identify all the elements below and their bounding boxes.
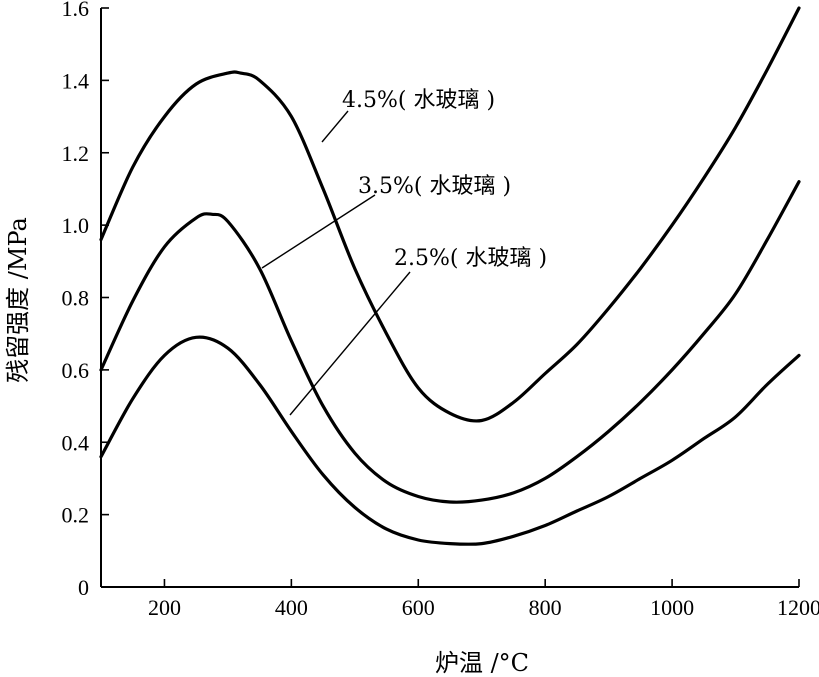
annotation-label-4-5: 4.5%( 水玻璃 ): [342, 88, 495, 113]
series-line-1: [99, 180, 801, 504]
x-tick-label: 600: [402, 595, 435, 620]
series-line-2: [99, 335, 801, 546]
x-tick-label: 1200: [777, 595, 819, 620]
y-axis-title: 残留强度 /MPa: [4, 217, 32, 383]
series-line-0: [99, 6, 801, 423]
x-axis-title: 炉温 /°C: [435, 649, 529, 677]
y-tick-label: 0.4: [62, 430, 90, 455]
y-ticks: 0 0.2 0.4 0.6 0.8 1.0 1.2 1.4 1.6: [62, 0, 109, 600]
annotation-label-2-5: 2.5%( 水玻璃 ): [394, 246, 547, 271]
y-tick-label: 1.0: [62, 213, 90, 238]
annotation-leader-4-5: [321, 110, 349, 143]
x-tick-label: 200: [148, 595, 181, 620]
x-ticks: 200 400 600 800 1000 1200: [148, 579, 819, 620]
x-tick-label: 1000: [650, 595, 694, 620]
y-tick-label: 0: [78, 575, 89, 600]
annotation-label-3-5: 3.5%( 水玻璃 ): [358, 174, 511, 199]
y-tick-label: 0.2: [62, 503, 90, 528]
y-tick-label: 1.2: [62, 141, 90, 166]
series-lines: [99, 6, 801, 546]
series-annotations: 4.5%( 水玻璃 ) 3.5%( 水玻璃 ) 2.5%( 水玻璃 ): [261, 88, 547, 416]
x-tick-label: 400: [275, 595, 308, 620]
x-tick-label: 800: [529, 595, 562, 620]
y-tick-label: 0.8: [62, 286, 90, 311]
annotation-leader-3-5: [261, 194, 376, 269]
annotation-leader-2-5: [289, 271, 411, 416]
y-tick-label: 0.6: [62, 358, 90, 383]
y-tick-label: 1.4: [62, 68, 90, 93]
y-tick-label: 1.6: [62, 0, 90, 21]
